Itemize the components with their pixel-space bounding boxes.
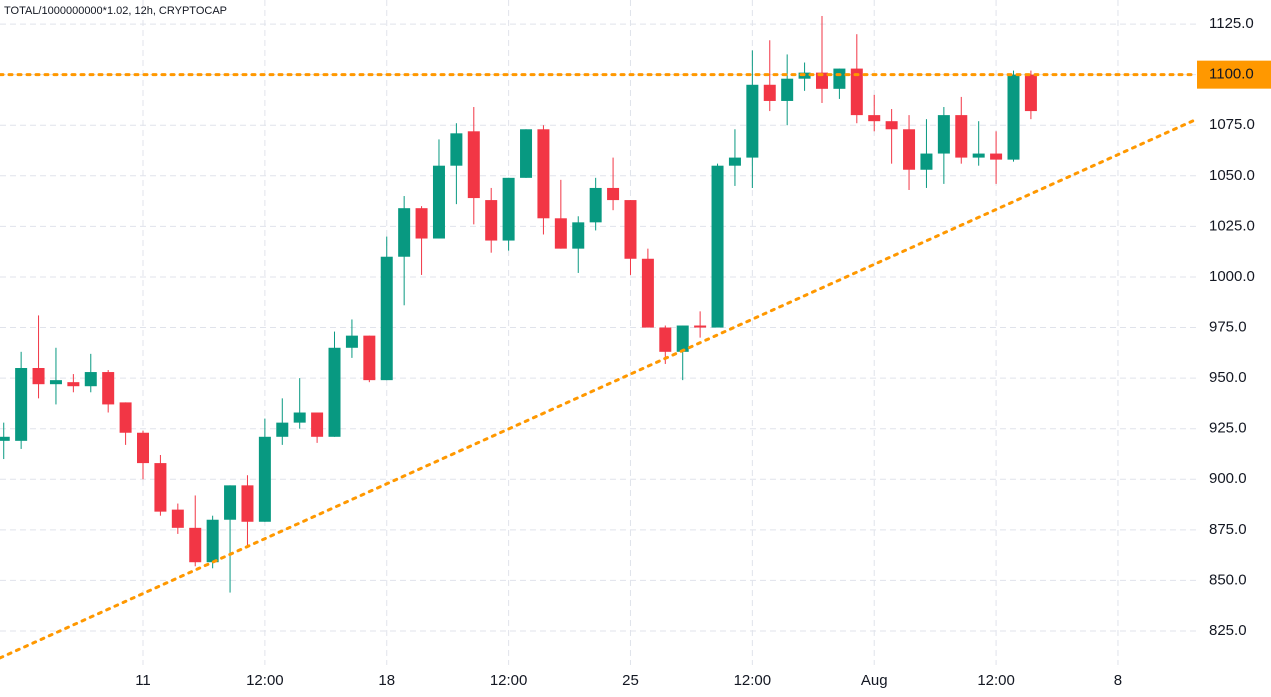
y-tick-label: 1075.0: [1209, 116, 1255, 133]
candle-body: [49, 380, 62, 385]
candle-body: [258, 436, 271, 522]
candle-body: [345, 335, 358, 348]
candle-body: [937, 115, 950, 154]
x-tick-label: 12:00: [977, 672, 1015, 689]
y-tick-label: 1125.0: [1209, 15, 1254, 32]
y-tick-label: 875.0: [1209, 521, 1247, 538]
candle-body: [885, 121, 898, 130]
y-tick-label: 1050.0: [1209, 167, 1255, 184]
candle-body: [119, 402, 132, 433]
candle-body: [293, 412, 306, 423]
x-tick-label: 12:00: [734, 672, 772, 689]
candle-body: [955, 115, 968, 158]
candle-body: [137, 432, 150, 464]
plot: [0, 15, 1199, 660]
candle-body: [0, 436, 10, 441]
candle-body: [1024, 74, 1037, 112]
y-tick-label: 975.0: [1209, 319, 1247, 336]
candle-body: [676, 325, 689, 352]
candle-body: [241, 485, 254, 522]
candle-body: [189, 527, 202, 563]
candle-body: [363, 335, 376, 381]
x-tick-label: 18: [378, 672, 395, 689]
candle-body: [659, 327, 672, 352]
candle-body: [502, 177, 515, 241]
candle-body: [32, 368, 45, 385]
axes: 825.0 850.0 875.0 900.0 925.0 950.0 975.0 1000.…: [135, 15, 1271, 689]
chart-title: TOTAL/1000000000*1.02, 12h, CRYPTOCAP: [4, 5, 227, 17]
candle-body: [624, 200, 637, 259]
candle-body: [485, 200, 498, 241]
candle-body: [171, 509, 184, 528]
candle-body: [450, 133, 463, 166]
x-tick-label: Aug: [861, 672, 888, 689]
x-tick-label: 12:00: [246, 672, 284, 689]
candle-body: [746, 84, 759, 158]
candle-body: [711, 165, 724, 328]
candle-body: [850, 68, 863, 116]
candle-body: [206, 519, 219, 563]
candle-body: [328, 347, 341, 437]
candle-body: [694, 325, 707, 328]
candle-body: [990, 153, 1003, 160]
candle-body: [728, 157, 741, 166]
candle-body: [903, 129, 916, 170]
y-tick-label: 950.0: [1209, 369, 1247, 386]
candle-body: [589, 187, 602, 223]
candle-body: [67, 382, 80, 387]
candle-body: [224, 485, 237, 520]
y-tick-label: 900.0: [1209, 470, 1247, 487]
candle-body: [398, 208, 411, 257]
candle-body: [920, 153, 933, 170]
candle-body: [972, 153, 985, 158]
candle-body: [380, 256, 393, 381]
candle-body: [763, 84, 776, 101]
candle-body: [554, 218, 567, 249]
y-tick-label: 925.0: [1209, 420, 1247, 437]
candle-body: [154, 463, 167, 512]
candle-body: [781, 78, 794, 101]
x-tick-label: 8: [1114, 672, 1122, 689]
candle-body: [868, 115, 881, 122]
candle-body: [833, 68, 846, 89]
y-tick-label: 1000.0: [1209, 268, 1255, 285]
y-tick-label: 1025.0: [1209, 217, 1255, 234]
candle-body: [537, 129, 550, 219]
candle-body: [415, 208, 428, 239]
candle-body: [520, 129, 533, 178]
candle-body: [311, 412, 324, 437]
price-label-box: [1197, 60, 1271, 89]
x-tick-label: 12:00: [490, 672, 528, 689]
candle-body: [641, 258, 654, 328]
candle-body: [102, 372, 115, 405]
x-tick-label: 11: [135, 672, 151, 689]
candle-body: [607, 187, 620, 201]
price-label: 1100.0: [1209, 66, 1254, 83]
y-tick-label: 825.0: [1209, 622, 1247, 639]
y-tick-label: 850.0: [1209, 571, 1247, 588]
candle-body: [84, 372, 97, 387]
candle-body: [15, 368, 28, 441]
candle-body: [467, 131, 480, 199]
candle-body: [1007, 74, 1020, 160]
candle-body: [572, 222, 585, 249]
x-tick-label: 25: [622, 672, 639, 689]
candle-body: [432, 165, 445, 239]
candle-body: [815, 72, 828, 89]
candle-body: [276, 422, 289, 437]
trendline: [0, 118, 1197, 660]
